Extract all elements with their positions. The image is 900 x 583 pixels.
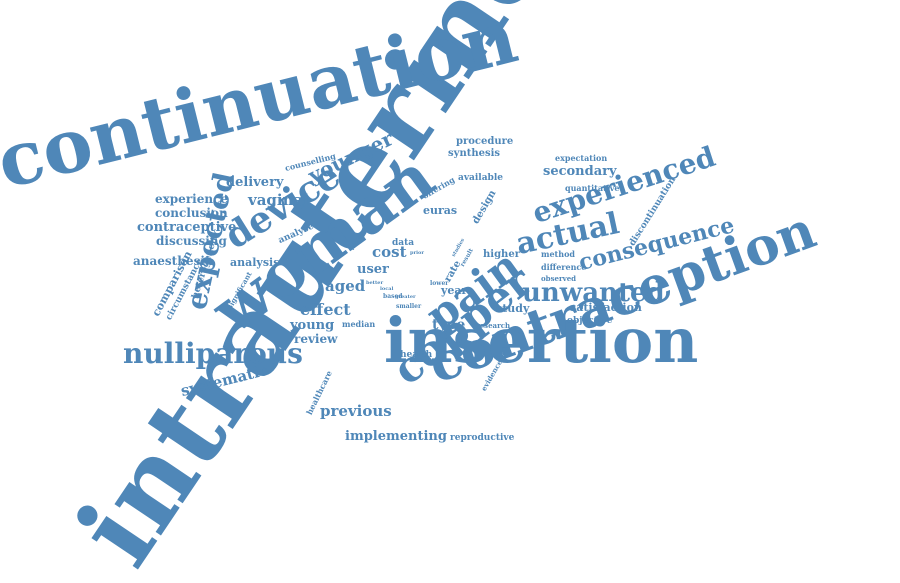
- word-cloud-word: design: [470, 188, 499, 226]
- word-cloud-word: cost: [372, 243, 407, 261]
- word-cloud-word: health: [400, 350, 433, 360]
- word-cloud-word: type: [432, 317, 466, 333]
- word-cloud-word: research: [476, 321, 511, 330]
- word-cloud-word: higher: [483, 249, 520, 260]
- word-cloud-word: study: [496, 302, 530, 315]
- word-cloud-word: greater: [395, 294, 416, 300]
- word-cloud-word: available: [458, 173, 503, 183]
- word-cloud-word: contraceptive: [137, 220, 237, 235]
- word-cloud-word: local: [380, 286, 394, 292]
- word-cloud-word: anaesthesia: [133, 254, 213, 268]
- word-cloud-word: delivery: [226, 175, 284, 190]
- word-cloud-word: user: [357, 262, 389, 277]
- word-cloud-word: reproductive: [450, 433, 515, 443]
- word-cloud-word: procedure: [456, 136, 514, 147]
- word-cloud-word: vaginal: [248, 191, 309, 209]
- word-cloud-word: difference: [541, 262, 587, 272]
- word-cloud-word: quantitative: [565, 183, 620, 193]
- word-cloud-word: previous: [320, 402, 392, 420]
- word-cloud-word: expectation: [555, 153, 608, 163]
- word-cloud-word: secondary: [543, 164, 617, 179]
- word-cloud-word: satisfaction: [570, 301, 642, 314]
- word-cloud-word: conclusion: [155, 206, 228, 220]
- word-cloud-word: observed: [541, 274, 577, 283]
- word-cloud-word: experience: [155, 192, 228, 206]
- word-cloud-word: review: [294, 332, 338, 346]
- word-cloud-word: better: [366, 280, 384, 286]
- word-cloud-word: euras: [423, 204, 458, 217]
- word-cloud-word: aged: [325, 277, 366, 295]
- word-cloud-word: insertion: [384, 304, 699, 377]
- word-cloud-word: effect: [300, 300, 351, 319]
- word-cloud-word: year: [441, 284, 468, 297]
- word-cloud-word: unwanted: [522, 278, 665, 308]
- word-cloud-word: synthesis: [448, 148, 501, 159]
- word-cloud-word: prior: [410, 250, 424, 256]
- word-cloud-word: analysis: [230, 256, 280, 269]
- word-cloud-word: discussing: [156, 234, 227, 248]
- word-cloud-word: method: [541, 249, 575, 259]
- word-cloud-word: based: [383, 293, 403, 300]
- word-cloud-word: median: [342, 319, 376, 329]
- word-cloud-word: young: [290, 318, 335, 333]
- word-cloud-word: lower: [430, 280, 449, 287]
- word-cloud-word: objective: [567, 316, 613, 326]
- word-cloud-word: smaller: [396, 303, 422, 310]
- word-cloud-word: implementing: [345, 429, 447, 444]
- word-cloud-word: nulliparous: [123, 337, 303, 370]
- word-cloud-word: data: [392, 238, 415, 248]
